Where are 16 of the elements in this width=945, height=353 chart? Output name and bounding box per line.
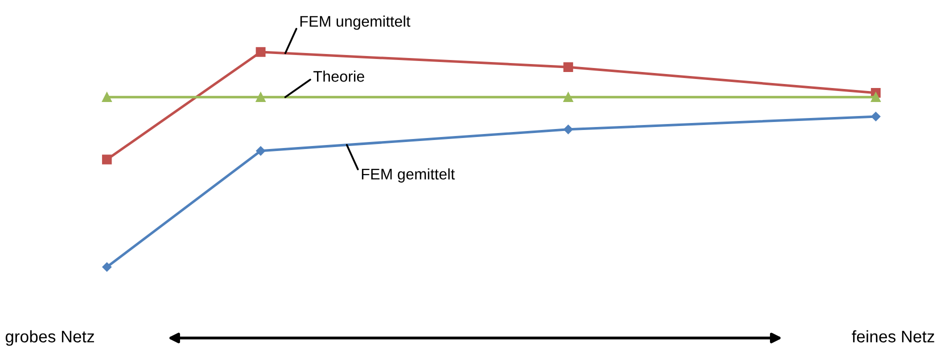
text: feines Netz	[852, 330, 934, 342]
series-label: FEM gemittelt	[362, 168, 455, 183]
point	[871, 112, 880, 122]
point	[256, 146, 266, 156]
text: grobes Netz	[6, 330, 94, 346]
point	[102, 262, 112, 272]
point	[256, 47, 266, 57]
point	[102, 92, 112, 102]
point	[564, 124, 573, 134]
point	[563, 92, 574, 102]
point	[102, 154, 112, 164]
point	[870, 92, 881, 102]
point	[563, 62, 574, 72]
series-label: Theorie	[313, 70, 364, 82]
point	[256, 92, 266, 102]
series-label: FEM ungemittelt	[300, 16, 410, 30]
